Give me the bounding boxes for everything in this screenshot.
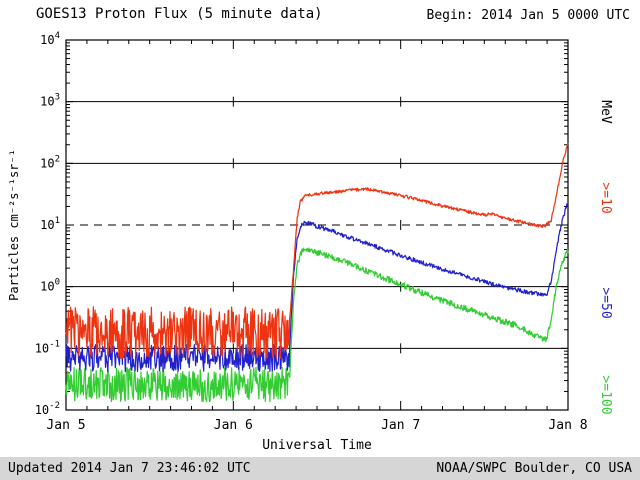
x-tick-label: Jan 5 (46, 418, 85, 433)
flux-threshold-label: >=50 (598, 287, 613, 319)
flux-threshold-label: >=10 (598, 182, 613, 214)
x-tick-label: Jan 7 (381, 418, 420, 433)
x-tick-label: Jan 6 (214, 418, 253, 433)
y-tick-label: 100 (40, 278, 60, 294)
series-50-MeV (65, 202, 569, 373)
series-100-MeV (65, 247, 569, 403)
y-tick-label: 10-1 (35, 339, 60, 355)
x-axis-label: Universal Time (262, 438, 372, 453)
footer-bar: Updated 2014 Jan 7 23:46:02 UTC NOAA/SWP… (0, 457, 640, 480)
mev-unit-label: MeV (598, 100, 613, 124)
source-credit: NOAA/SWPC Boulder, CO USA (436, 461, 632, 476)
flux-threshold-label: >=100 (598, 375, 613, 415)
chart-title: GOES13 Proton Flux (5 minute data) (36, 6, 323, 22)
begin-timestamp: Begin: 2014 Jan 5 0000 UTC (426, 8, 631, 23)
y-tick-label: 10-2 (35, 401, 60, 417)
y-tick-label: 101 (40, 216, 60, 232)
y-tick-label: 104 (40, 31, 60, 47)
y-tick-label: 102 (40, 154, 60, 170)
x-tick-label: Jan 8 (548, 418, 587, 433)
y-tick-label: 103 (40, 93, 60, 109)
series-10-MeV (65, 142, 569, 359)
updated-timestamp: Updated 2014 Jan 7 23:46:02 UTC (8, 461, 251, 476)
